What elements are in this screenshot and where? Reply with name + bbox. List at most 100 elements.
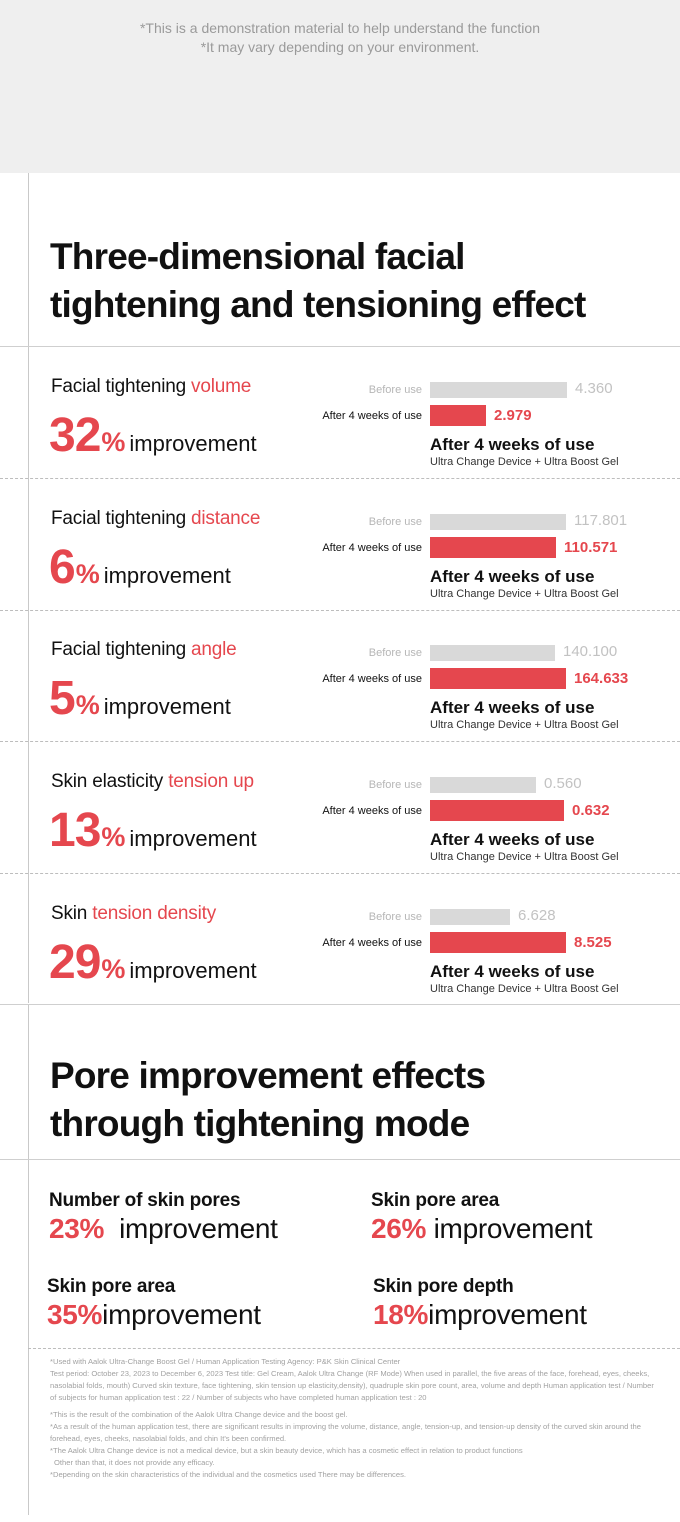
left-guide-line-2 [28,1005,29,1515]
section1-title: Three-dimensional facial tightening and … [50,233,586,329]
metric-percent: 13% improvement [49,803,257,858]
metric-label: Facial tightening angle [51,639,237,661]
left-guide-line [28,173,29,1003]
before-bar [430,382,567,398]
metric-label: Facial tightening volume [51,376,251,398]
improvement-text: improvement [129,826,257,851]
metric-label-prefix: Facial tightening [51,376,192,397]
after-value: 2.979 [494,407,532,424]
metric-label: Facial tightening distance [51,508,260,530]
metric-label: Skin tension density [51,903,216,925]
after-title: After 4 weeks of use [430,435,595,454]
improvement-text: improvement [103,694,231,719]
percent-sign: % [75,559,100,589]
before-bar [430,777,536,793]
disclaimer-banner: *This is a demonstration material to hel… [0,0,680,173]
improvement-text: improvement [129,431,257,456]
percent-sign: % [101,427,126,457]
pore-percent: 26% [371,1213,427,1244]
metric-percent: 6% improvement [49,540,231,595]
before-bar [430,645,555,661]
metric-label-accent: distance [191,508,261,529]
metric-label-accent: angle [191,639,237,660]
footnote: Other than that, it does not provide any… [54,1458,215,1467]
divider [0,1004,680,1005]
pore-item-area-2: Skin pore area 35%improvement [47,1276,261,1332]
metric-percent: 32% improvement [49,408,257,463]
footnote: *This is the result of the combination o… [50,1410,348,1419]
improvement-text: improvement [103,563,231,588]
footnote: *As a result of the human application te… [50,1422,641,1443]
before-label: Before use [368,516,422,528]
disclaimer-line-2: *It may vary depending on your environme… [200,39,480,55]
percent-number: 5 [49,672,76,725]
before-bar [430,514,566,530]
after-title: After 4 weeks of use [430,567,595,586]
pore-percent: 35% [47,1299,103,1330]
section1-title-line-2: tightening and tensioning effect [50,284,586,325]
metric-label-prefix: Skin elasticity [51,771,169,792]
after-subtitle: Ultra Change Device + Ultra Boost Gel [430,983,619,995]
after-bar [430,405,486,426]
pore-improvement: improvement [102,1299,261,1330]
before-label: Before use [368,779,422,791]
pore-label: Number of skin pores [49,1190,241,1211]
metric-label-accent: volume [191,376,252,397]
after-label: After 4 weeks of use [322,805,422,817]
before-label: Before use [368,911,422,923]
after-value: 8.525 [574,934,612,951]
after-value: 110.571 [564,539,618,556]
pore-improvement: improvement [433,1213,593,1244]
section2-title: Pore improvement effects through tighten… [50,1052,486,1148]
pore-label: Skin pore area [371,1190,500,1211]
metric-label-prefix: Skin [51,903,93,924]
section2-title-line-2: through tightening mode [50,1103,470,1144]
footnote: Test period: October 23, 2023 to Decembe… [50,1369,654,1402]
before-value: 140.100 [563,643,618,660]
after-bar [430,537,556,558]
pore-item-area: Skin pore area 26% improvement [371,1190,592,1246]
percent-sign: % [101,822,126,852]
percent-number: 29 [49,936,101,989]
pore-improvement: improvement [428,1299,587,1330]
pore-improvement: improvement [119,1213,278,1244]
pore-item-count: Number of skin pores 23% improvement [49,1190,278,1246]
divider [0,346,680,347]
percent-number: 13 [49,804,101,857]
after-subtitle: Ultra Change Device + Ultra Boost Gel [430,588,619,600]
before-value: 4.360 [575,380,613,397]
row-divider [0,478,680,479]
after-title: After 4 weeks of use [430,698,595,717]
after-subtitle: Ultra Change Device + Ultra Boost Gel [430,719,619,731]
pore-label: Skin pore depth [373,1276,514,1297]
after-label: After 4 weeks of use [322,673,422,685]
after-label: After 4 weeks of use [322,937,422,949]
metric-label-prefix: Facial tightening [51,639,192,660]
footnotes: *Used with Aalok Ultra-Change Boost Gel … [50,1356,654,1481]
after-subtitle: Ultra Change Device + Ultra Boost Gel [430,456,619,468]
metric-label: Skin elasticity tension up [51,771,254,793]
pore-percent: 18% [373,1299,429,1330]
percent-sign: % [101,954,126,984]
before-value: 0.560 [544,775,582,792]
row-divider [0,741,680,742]
improvement-text: improvement [129,958,257,983]
metric-percent: 29% improvement [49,935,257,990]
pore-label: Skin pore area [47,1276,176,1297]
after-subtitle: Ultra Change Device + Ultra Boost Gel [430,851,619,863]
divider [0,1159,680,1160]
divider [28,1348,680,1349]
footnote: *Used with Aalok Ultra-Change Boost Gel … [50,1357,401,1366]
after-bar [430,668,566,689]
after-title: After 4 weeks of use [430,962,595,981]
after-label: After 4 weeks of use [322,542,422,554]
footnote: *Depending on the skin characteristics o… [50,1470,406,1479]
after-value: 164.633 [574,670,629,687]
before-value: 6.628 [518,907,556,924]
after-bar [430,932,566,953]
before-value: 117.801 [574,512,628,529]
pore-item-depth: Skin pore depth 18%improvement [373,1276,587,1332]
pore-percent: 23% [49,1213,105,1244]
after-label: After 4 weeks of use [322,410,422,422]
section1-title-line-1: Three-dimensional facial [50,236,465,277]
